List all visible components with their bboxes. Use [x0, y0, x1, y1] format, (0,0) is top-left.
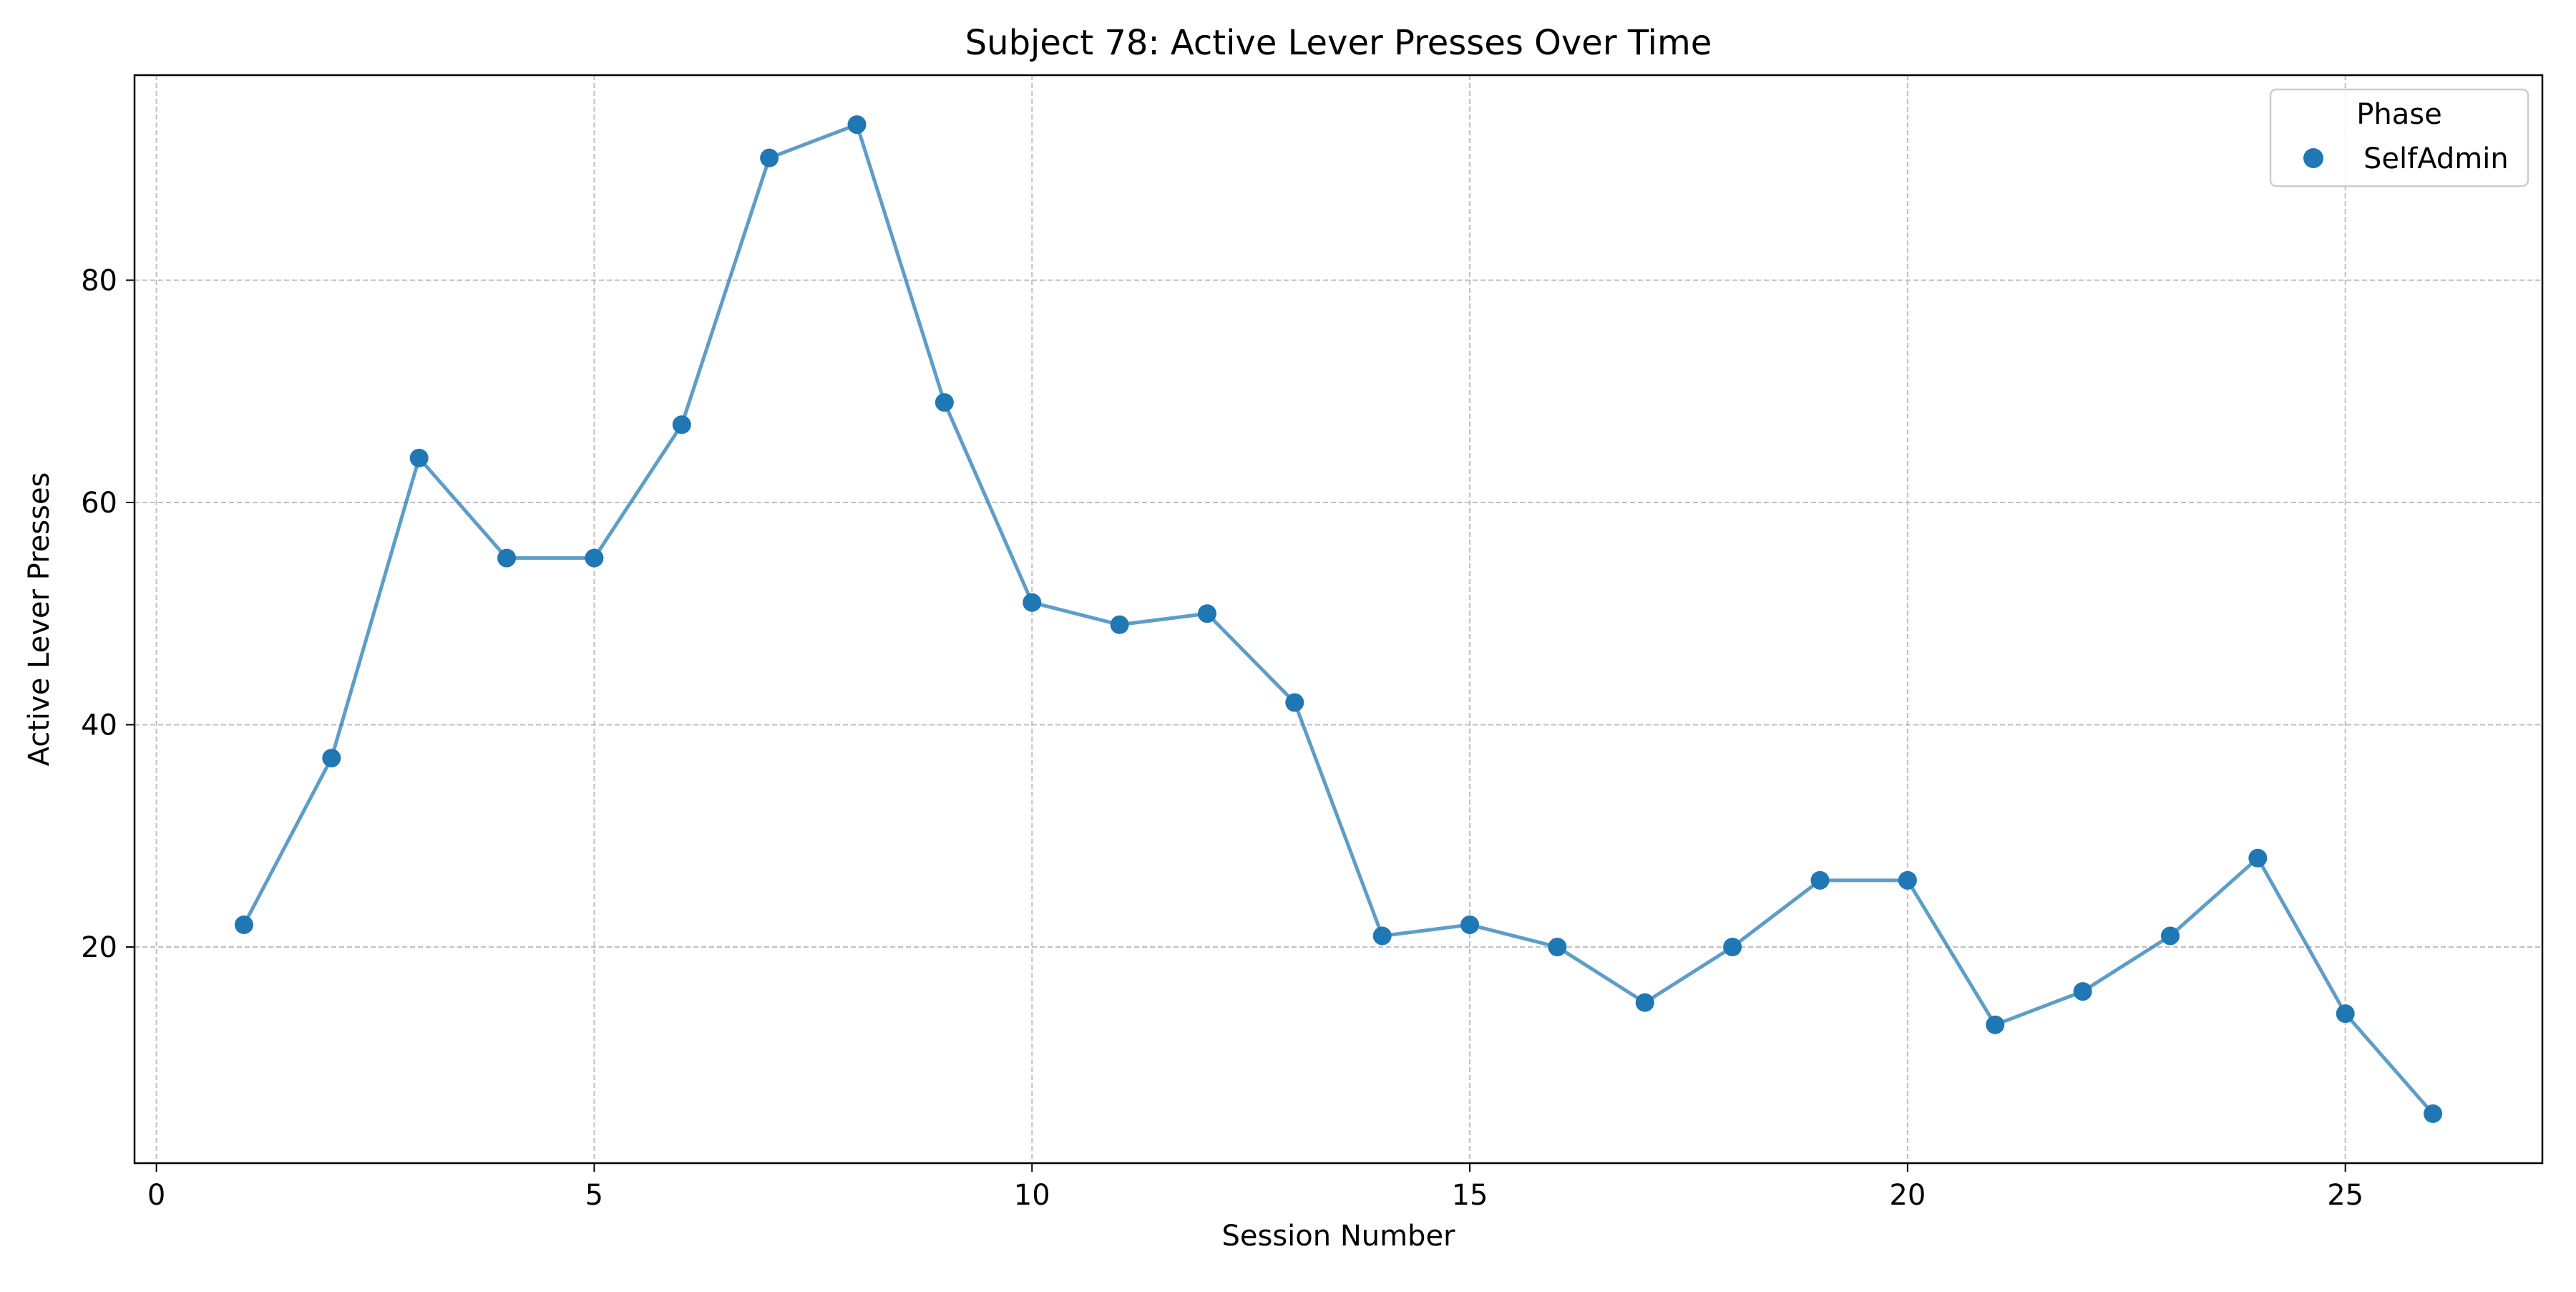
- data-point: [2336, 1004, 2355, 1024]
- x-tick-label: 0: [147, 1179, 165, 1212]
- data-point: [2160, 926, 2180, 946]
- plot-area-frame: [133, 74, 2544, 1165]
- y-tick-label: 40: [81, 709, 117, 742]
- legend-box: [2269, 88, 2529, 188]
- data-point: [2424, 1104, 2443, 1123]
- data-point: [1197, 604, 1216, 623]
- data-point: [1723, 938, 1742, 957]
- x-tick-label: 20: [1889, 1179, 1926, 1212]
- data-point: [234, 915, 253, 934]
- data-point: [1372, 926, 1392, 946]
- data-point: [847, 115, 867, 135]
- legend-series-label: SelfAdmin: [2363, 142, 2509, 175]
- x-tick-label: 5: [585, 1179, 603, 1212]
- legend-title: Phase: [2356, 98, 2441, 131]
- data-point: [1898, 870, 1917, 890]
- data-point: [585, 548, 604, 568]
- y-tick-label: 20: [81, 931, 117, 964]
- y-tick-label: 80: [81, 264, 117, 297]
- axes: 0 5 10 15 20 25 20 40 60 80: [81, 264, 2363, 1212]
- data-point: [935, 393, 954, 412]
- data-point: [1986, 1015, 2005, 1034]
- x-tick-label: 15: [1452, 1179, 1488, 1212]
- data-point: [672, 415, 691, 434]
- data-point: [1810, 870, 1830, 890]
- data-point: [322, 749, 341, 768]
- data-point: [497, 548, 517, 568]
- series-layer: [234, 115, 2443, 1123]
- data-point: [2248, 848, 2268, 868]
- grid: [135, 75, 2542, 1163]
- data-point: [1110, 615, 1129, 634]
- x-axis-label: Session Number: [1221, 1220, 1455, 1253]
- data-point: [1548, 938, 1567, 957]
- y-axis-label: Active Lever Presses: [23, 472, 56, 767]
- data-point: [1023, 593, 1042, 612]
- chart-title: Subject 78: Active Lever Presses Over Ti…: [965, 23, 1712, 63]
- legend: Phase SelfAdmin: [2269, 88, 2529, 188]
- data-point: [1635, 993, 1654, 1012]
- data-point: [1285, 693, 1304, 712]
- x-tick-label: 25: [2327, 1179, 2363, 1212]
- data-point: [1460, 915, 1480, 934]
- x-tick-label: 10: [1014, 1179, 1050, 1212]
- data-point: [409, 448, 429, 467]
- y-tick-label: 60: [81, 487, 117, 520]
- data-point: [2073, 982, 2092, 1001]
- series-line: [242, 122, 2434, 1115]
- legend-marker: [2303, 148, 2323, 168]
- data-point: [760, 148, 779, 167]
